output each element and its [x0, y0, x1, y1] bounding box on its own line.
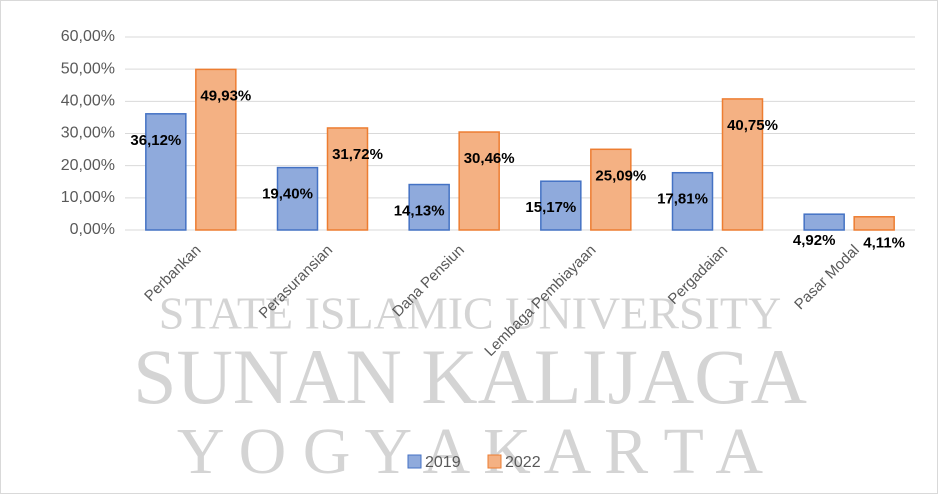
value-label: 4,92%	[793, 232, 836, 249]
y-tick-label: 10,00%	[61, 189, 115, 206]
bar	[853, 216, 895, 231]
value-label: 15,17%	[525, 199, 576, 216]
value-label: 36,12%	[130, 132, 181, 149]
x-tick-label: Pasar Modal	[791, 242, 863, 314]
value-label: 14,13%	[394, 203, 445, 220]
bar	[195, 68, 237, 231]
watermark: Y O G Y A K A R T A	[177, 415, 764, 488]
legend-swatch	[487, 454, 502, 469]
value-label: 17,81%	[657, 191, 708, 208]
legend-swatch	[407, 454, 422, 469]
value-label: 49,93%	[200, 87, 251, 104]
value-label: 30,46%	[464, 150, 515, 167]
watermark: STATE ISLAMIC UNIVERSITY	[159, 288, 781, 339]
bar	[145, 113, 187, 231]
value-label: 4,11%	[863, 235, 905, 252]
legend-label: 2022	[505, 454, 541, 471]
bar	[803, 213, 845, 231]
y-tick-label: 0,00%	[70, 221, 115, 238]
y-tick-label: 30,00%	[61, 125, 115, 142]
bar	[408, 183, 450, 231]
y-tick-label: 50,00%	[61, 60, 115, 77]
watermark: SUNAN KALIJAGA	[133, 333, 807, 420]
bar	[721, 98, 764, 231]
y-tick-label: 20,00%	[61, 157, 115, 174]
bar	[590, 148, 632, 231]
bar	[276, 166, 319, 231]
bar	[540, 180, 582, 231]
y-tick-label: 60,00%	[61, 28, 115, 45]
value-label: 25,09%	[595, 167, 646, 184]
value-label: 40,75%	[727, 117, 778, 134]
bar	[458, 131, 500, 231]
value-label: 31,72%	[332, 146, 383, 163]
y-tick-label: 40,00%	[61, 93, 115, 110]
legend-label: 2019	[425, 454, 461, 471]
bar	[671, 171, 714, 231]
bar	[326, 127, 369, 231]
value-label: 19,40%	[262, 186, 313, 203]
